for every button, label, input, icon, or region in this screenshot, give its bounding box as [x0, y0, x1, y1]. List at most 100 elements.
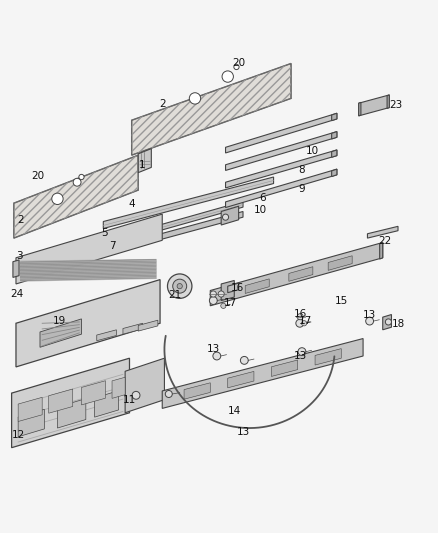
Circle shape: [218, 291, 224, 297]
Polygon shape: [138, 320, 158, 331]
Polygon shape: [95, 391, 119, 417]
Circle shape: [298, 348, 306, 356]
Text: 12: 12: [11, 430, 25, 440]
Circle shape: [177, 284, 182, 289]
Text: 10: 10: [306, 146, 319, 156]
Text: 24: 24: [11, 289, 24, 299]
Polygon shape: [245, 279, 269, 294]
Circle shape: [52, 193, 63, 205]
Polygon shape: [315, 349, 341, 365]
Polygon shape: [49, 389, 73, 413]
Circle shape: [221, 303, 226, 309]
Polygon shape: [112, 377, 125, 398]
Text: 10: 10: [254, 205, 267, 215]
Polygon shape: [138, 149, 151, 173]
Text: 2: 2: [159, 99, 166, 109]
Polygon shape: [125, 358, 164, 413]
Polygon shape: [12, 358, 130, 448]
Polygon shape: [221, 206, 239, 225]
Circle shape: [296, 319, 304, 327]
Text: 5: 5: [101, 228, 108, 238]
Circle shape: [222, 71, 233, 82]
Text: 4: 4: [128, 199, 135, 208]
Polygon shape: [123, 323, 143, 334]
Circle shape: [234, 64, 239, 70]
Polygon shape: [272, 360, 297, 376]
Text: 6: 6: [259, 192, 266, 203]
Text: 13: 13: [363, 310, 376, 319]
Polygon shape: [328, 256, 352, 270]
Text: 13: 13: [237, 427, 250, 438]
Text: 22: 22: [378, 236, 392, 246]
Circle shape: [189, 93, 201, 104]
Text: 21: 21: [168, 290, 181, 300]
Polygon shape: [13, 260, 19, 277]
Polygon shape: [14, 155, 138, 238]
Text: 18: 18: [392, 319, 406, 329]
Polygon shape: [221, 280, 234, 301]
Polygon shape: [226, 150, 337, 188]
Polygon shape: [226, 132, 337, 171]
Text: 23: 23: [389, 100, 403, 110]
Polygon shape: [387, 95, 389, 108]
Polygon shape: [121, 212, 243, 251]
Circle shape: [385, 319, 392, 325]
Text: 13: 13: [207, 344, 220, 354]
Text: 7: 7: [109, 240, 115, 251]
Text: 3: 3: [16, 251, 23, 261]
Polygon shape: [383, 314, 392, 330]
Text: 15: 15: [335, 296, 348, 306]
Text: 16: 16: [231, 284, 244, 293]
Circle shape: [213, 352, 221, 360]
Circle shape: [297, 313, 303, 320]
Text: 11: 11: [123, 394, 136, 405]
Text: 8: 8: [299, 165, 305, 175]
Circle shape: [366, 317, 374, 325]
Circle shape: [210, 291, 216, 297]
Polygon shape: [359, 102, 361, 116]
Polygon shape: [226, 169, 337, 207]
Circle shape: [132, 391, 140, 399]
Polygon shape: [18, 397, 42, 422]
Polygon shape: [210, 243, 383, 306]
Polygon shape: [103, 177, 274, 229]
Text: 1: 1: [139, 160, 146, 170]
Circle shape: [173, 279, 187, 293]
Circle shape: [167, 274, 192, 298]
Polygon shape: [162, 338, 363, 408]
Polygon shape: [40, 319, 81, 348]
Text: 13: 13: [293, 351, 307, 361]
Text: 16: 16: [293, 309, 307, 319]
Text: 17: 17: [298, 316, 312, 326]
Polygon shape: [332, 169, 337, 176]
Polygon shape: [332, 132, 337, 139]
Polygon shape: [332, 113, 337, 120]
Circle shape: [165, 391, 172, 398]
Text: 19: 19: [53, 316, 66, 326]
Text: 14: 14: [228, 406, 241, 416]
Circle shape: [301, 321, 307, 326]
Polygon shape: [184, 383, 210, 399]
Polygon shape: [367, 227, 398, 238]
Circle shape: [79, 174, 84, 180]
Polygon shape: [332, 150, 337, 157]
Text: 17: 17: [224, 298, 237, 308]
Polygon shape: [57, 399, 86, 428]
Polygon shape: [97, 330, 117, 341]
Polygon shape: [16, 214, 162, 284]
Polygon shape: [16, 280, 160, 367]
Circle shape: [240, 357, 248, 364]
Polygon shape: [359, 95, 389, 116]
Polygon shape: [228, 372, 254, 388]
Circle shape: [223, 214, 229, 220]
Polygon shape: [121, 201, 243, 241]
Polygon shape: [228, 283, 239, 293]
Circle shape: [73, 179, 81, 186]
Text: 20: 20: [232, 59, 245, 68]
Polygon shape: [18, 409, 44, 437]
Polygon shape: [226, 113, 337, 153]
Polygon shape: [380, 243, 383, 259]
Text: 2: 2: [17, 215, 24, 225]
Text: 20: 20: [31, 171, 44, 181]
Polygon shape: [132, 63, 291, 155]
